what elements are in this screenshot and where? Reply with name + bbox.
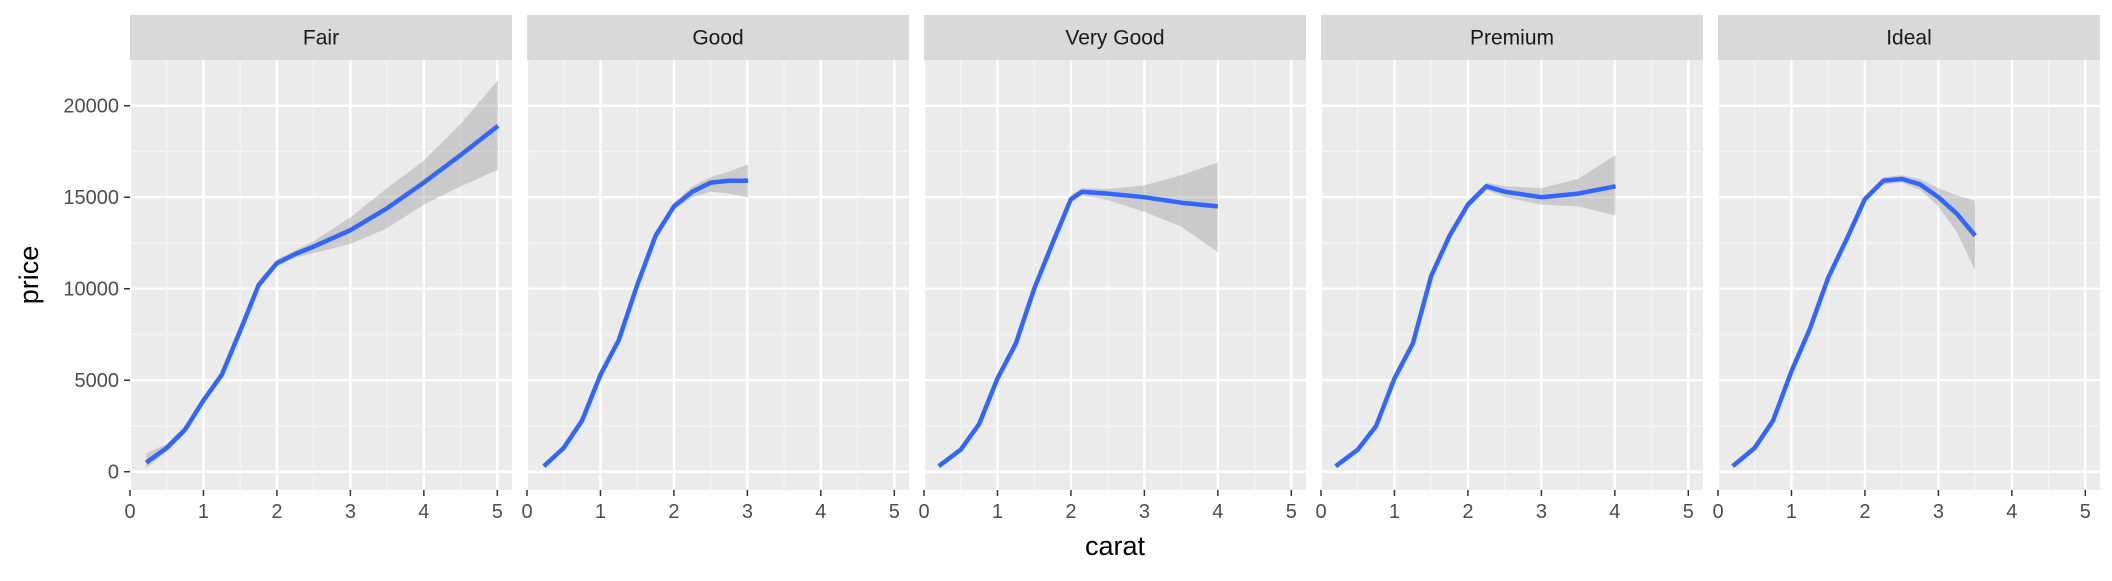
x-tick-label: 3 (1139, 501, 1150, 523)
x-tick-label: 5 (1286, 501, 1297, 523)
y-tick-label: 10000 (63, 279, 119, 301)
y-tick-label: 15000 (63, 187, 119, 209)
x-tick-label: 0 (1712, 501, 1723, 523)
facet-strip-good (527, 15, 909, 60)
confidence-ribbon-very-good (938, 162, 1218, 468)
panel-good (527, 60, 909, 490)
panel-premium (1321, 60, 1703, 490)
x-tick-label: 4 (418, 501, 429, 523)
x-tick-label: 0 (521, 501, 532, 523)
x-tick-label: 1 (198, 501, 209, 523)
x-tick-label: 5 (1683, 501, 1694, 523)
x-tick-label: 1 (1389, 501, 1400, 523)
facet-strip-very-good (924, 15, 1306, 60)
x-tick-label: 2 (1065, 501, 1076, 523)
facet-label-good: Good (692, 27, 743, 50)
facet-label-ideal: Ideal (1886, 27, 1932, 50)
x-tick-label: 5 (492, 501, 503, 523)
facet-strip-ideal (1718, 15, 2100, 60)
x-tick-label: 0 (1315, 501, 1326, 523)
x-tick-label: 2 (271, 501, 282, 523)
y-axis-title: price (14, 246, 44, 305)
x-tick-label: 2 (1462, 501, 1473, 523)
smooth-line-ideal (1731, 176, 1977, 468)
x-tick-label: 0 (918, 501, 929, 523)
x-tick-label: 4 (1212, 501, 1223, 523)
x-tick-label: 3 (345, 501, 356, 523)
y-tick-label: 0 (108, 462, 119, 484)
y-tick-label: 20000 (63, 96, 119, 118)
y-tick-label: 5000 (75, 370, 120, 392)
x-tick-label: 3 (1933, 501, 1944, 523)
smooth-line-premium (1334, 184, 1617, 469)
x-axis-title: carat (1085, 531, 1146, 561)
x-tick-label: 3 (1536, 501, 1547, 523)
smooth-line-good (542, 178, 749, 468)
smooth-line-fair (144, 124, 500, 465)
x-tick-label: 2 (1859, 501, 1870, 523)
x-tick-label: 1 (595, 501, 606, 523)
facet-label-premium: Premium (1470, 27, 1554, 50)
x-tick-label: 4 (815, 501, 826, 523)
x-tick-label: 1 (992, 501, 1003, 523)
confidence-ribbon-fair (146, 80, 498, 468)
x-tick-label: 0 (124, 501, 135, 523)
x-tick-label: 4 (1609, 501, 1620, 523)
smooth-line-very-good (937, 189, 1219, 469)
x-tick-label: 1 (1786, 501, 1797, 523)
facet-label-fair: Fair (303, 27, 339, 50)
x-tick-label: 5 (2080, 501, 2091, 523)
facet-strip-premium (1321, 15, 1703, 60)
x-tick-label: 5 (889, 501, 900, 523)
confidence-ribbon-premium (1335, 155, 1616, 468)
panel-ideal (1718, 60, 2100, 490)
x-tick-label: 3 (742, 501, 753, 523)
facet-label-very-good: Very Good (1065, 27, 1164, 50)
facet-strip-fair (130, 15, 512, 60)
x-tick-label: 2 (668, 501, 679, 523)
confidence-ribbon-ideal (1732, 175, 1976, 469)
panel-very-good (924, 60, 1306, 490)
x-tick-label: 4 (2006, 501, 2017, 523)
